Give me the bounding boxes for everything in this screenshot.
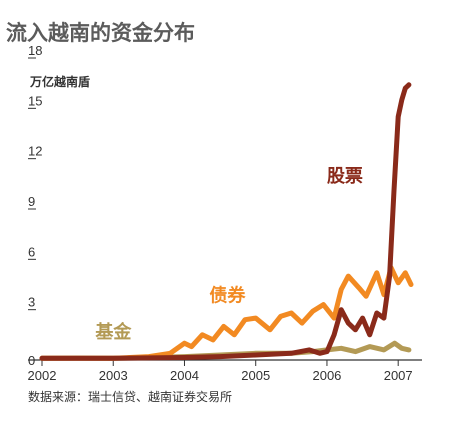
y-tick-label: 0 (28, 353, 35, 368)
y-tick-label: 6 (28, 244, 35, 259)
x-tick-label: 2003 (99, 368, 128, 383)
series-line-2 (39, 265, 414, 361)
source-note: 数据来源：瑞士信贷、越南证券交易所 (28, 389, 232, 404)
axes: 0 3 6 9 12 15 18 2002 2003 2004 2005 2006 2007 (28, 43, 422, 383)
series-layer (39, 82, 414, 361)
x-tick-label: 2002 (28, 368, 57, 383)
x-tick-label: 2005 (241, 368, 270, 383)
series-label-2: 债券 (209, 284, 246, 306)
x-tick-label: 2006 (312, 368, 341, 383)
y-tick-label: 3 (28, 295, 35, 310)
series-line-3 (39, 82, 412, 361)
chart-title: 流入越南的资金分布 (6, 21, 195, 45)
y-tick-label: 12 (28, 144, 42, 159)
y-axis-label: 万亿越南盾 (29, 74, 90, 89)
series-labels: 基金 债券 股票 (94, 166, 363, 343)
x-tick-label: 2007 (384, 368, 413, 383)
y-tick-label: 9 (28, 194, 35, 209)
series-label-3: 股票 (326, 166, 363, 187)
y-tick-label: 18 (28, 43, 42, 58)
y-tick-label: 15 (28, 93, 42, 108)
series-label-1: 基金 (94, 321, 132, 343)
x-tick-label: 2004 (170, 368, 199, 383)
